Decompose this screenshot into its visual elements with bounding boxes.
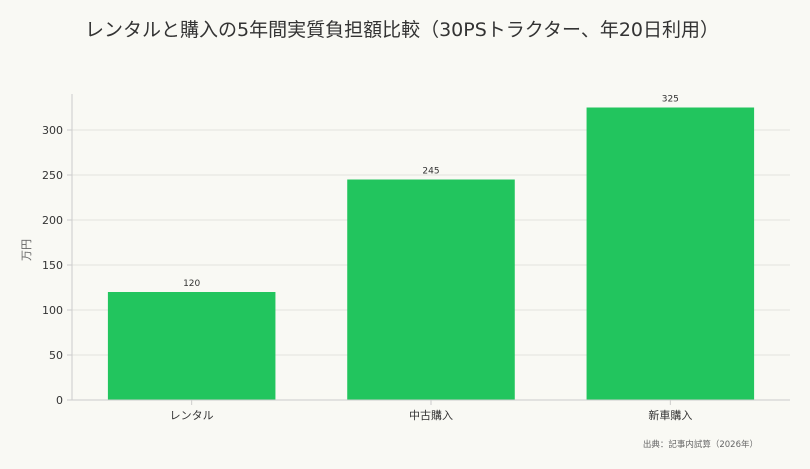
data-label: 245 bbox=[422, 167, 439, 177]
y-tick-label: 150 bbox=[42, 259, 63, 272]
data-label: 325 bbox=[662, 95, 679, 105]
y-tick-label: 250 bbox=[42, 169, 63, 182]
x-tick-label: 中古購入 bbox=[409, 408, 453, 422]
bar bbox=[586, 107, 755, 400]
y-tick-label: 200 bbox=[42, 214, 63, 227]
y-tick-label: 0 bbox=[56, 394, 63, 407]
bars bbox=[107, 107, 755, 400]
bar bbox=[347, 179, 515, 400]
labels: 0 50 100 150 200 250 300 120 レンタル 245 中古購入 325 新車購入 bbox=[42, 95, 692, 423]
chart-title: レンタルと購入の5年間実質負担額比較（30PSトラクター、年20日利用） bbox=[85, 19, 719, 41]
x-tick-label: レンタル bbox=[170, 409, 214, 422]
y-tick-label: 50 bbox=[49, 349, 63, 362]
data-label: 120 bbox=[183, 279, 200, 289]
x-tick-label: 新車購入 bbox=[648, 408, 692, 422]
source-note: 出典：記事内試算（2026年） bbox=[643, 439, 758, 450]
y-axis-label: 万円 bbox=[20, 239, 33, 261]
y-tick-label: 100 bbox=[42, 304, 63, 317]
y-tick-label: 300 bbox=[42, 124, 63, 137]
axes bbox=[67, 94, 790, 405]
bar bbox=[107, 292, 276, 400]
